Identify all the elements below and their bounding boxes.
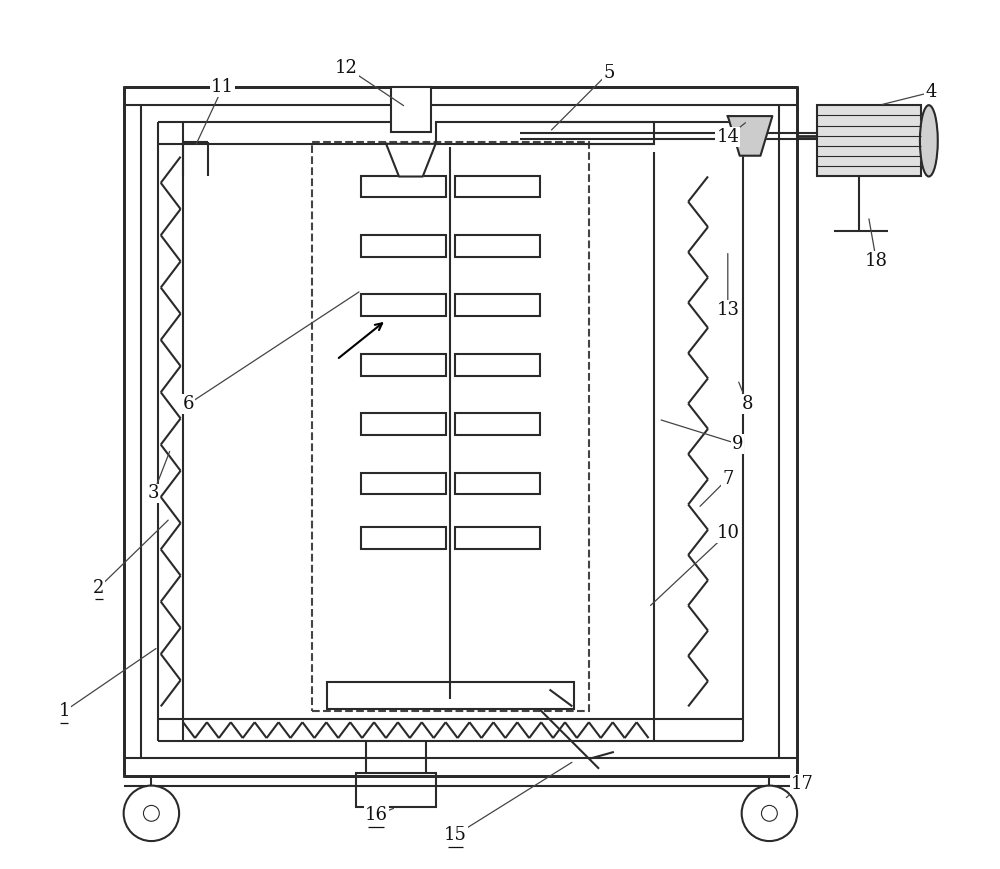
Bar	[124, 88, 797, 776]
Text: 16: 16	[365, 806, 388, 825]
Text: 13: 13	[716, 302, 739, 319]
Ellipse shape	[920, 105, 938, 176]
Text: 18: 18	[865, 252, 888, 269]
Circle shape	[742, 786, 797, 841]
Text: 14: 14	[716, 128, 739, 146]
Bar	[455, 235, 540, 256]
Bar	[361, 354, 446, 375]
Bar	[361, 473, 446, 494]
Bar	[312, 142, 589, 712]
Text: 17: 17	[791, 774, 814, 793]
Text: 11: 11	[211, 78, 234, 96]
Bar	[436, 122, 654, 143]
Bar	[455, 527, 540, 549]
Text: 10: 10	[716, 524, 739, 542]
Text: 15: 15	[444, 826, 467, 844]
Bar	[455, 354, 540, 375]
Text: 1: 1	[58, 702, 70, 720]
Text: 8: 8	[742, 395, 753, 414]
Circle shape	[761, 806, 777, 821]
Bar	[817, 105, 921, 176]
Text: 12: 12	[335, 58, 358, 76]
Text: 5: 5	[603, 63, 615, 82]
Bar	[455, 176, 540, 197]
Bar	[356, 773, 436, 807]
Bar	[455, 473, 540, 494]
Text: 3: 3	[148, 484, 159, 502]
Text: 7: 7	[722, 469, 733, 488]
Circle shape	[143, 806, 159, 821]
Circle shape	[124, 786, 179, 841]
Bar	[391, 88, 431, 132]
Bar	[361, 176, 446, 197]
Bar	[361, 527, 446, 549]
Text: 4: 4	[925, 83, 937, 102]
Bar	[361, 235, 446, 256]
Bar	[455, 413, 540, 435]
Text: 6: 6	[182, 395, 194, 414]
Bar	[327, 681, 574, 709]
Text: 9: 9	[732, 434, 743, 453]
Bar	[361, 295, 446, 316]
Bar	[455, 295, 540, 316]
Bar	[361, 413, 446, 435]
Polygon shape	[386, 143, 436, 176]
Polygon shape	[728, 116, 772, 156]
Text: 2: 2	[93, 579, 105, 596]
